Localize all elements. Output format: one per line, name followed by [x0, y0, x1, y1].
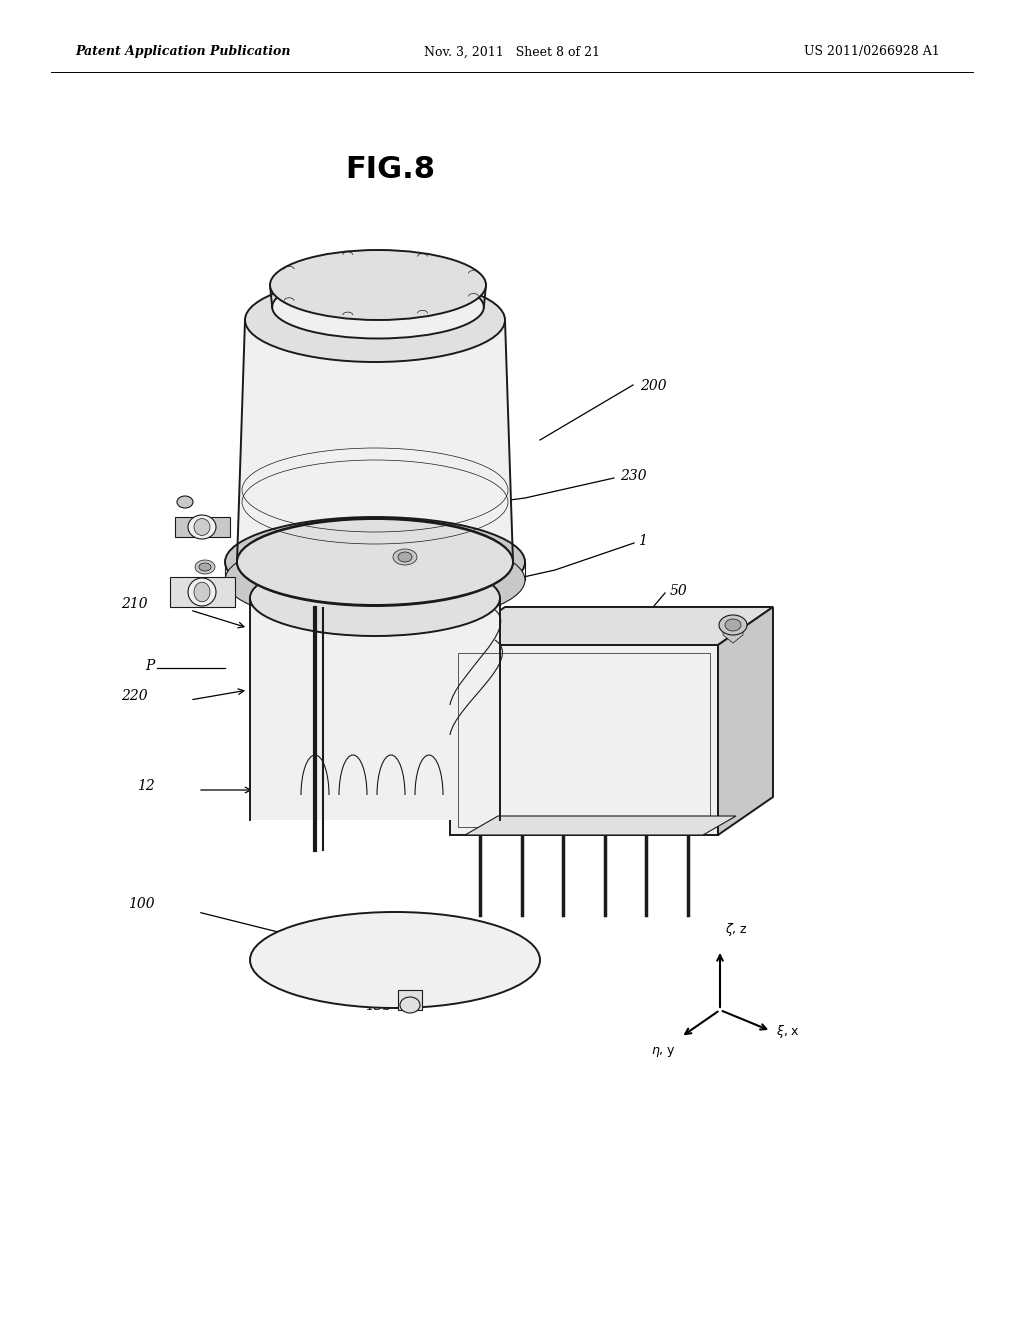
Ellipse shape [225, 535, 525, 624]
Polygon shape [175, 517, 230, 537]
Text: 100: 100 [128, 898, 155, 911]
Ellipse shape [194, 582, 210, 602]
Polygon shape [250, 598, 500, 820]
Ellipse shape [398, 552, 412, 562]
Ellipse shape [188, 578, 216, 606]
Ellipse shape [237, 517, 513, 606]
Ellipse shape [237, 519, 513, 605]
Polygon shape [723, 616, 743, 643]
Ellipse shape [250, 560, 500, 636]
Ellipse shape [188, 515, 216, 539]
Text: $\zeta$, z: $\zeta$, z [725, 921, 748, 939]
Polygon shape [450, 645, 718, 836]
Ellipse shape [270, 249, 486, 319]
Polygon shape [398, 990, 422, 1010]
Text: 13: 13 [660, 789, 678, 803]
Text: 13b: 13b [365, 999, 391, 1012]
Text: P: P [145, 659, 155, 673]
Polygon shape [237, 319, 513, 562]
Ellipse shape [393, 549, 417, 565]
Text: Patent Application Publication: Patent Application Publication [75, 45, 291, 58]
Text: 12: 12 [137, 779, 155, 793]
Text: Nov. 3, 2011   Sheet 8 of 21: Nov. 3, 2011 Sheet 8 of 21 [424, 45, 600, 58]
Ellipse shape [195, 560, 215, 574]
Text: 230: 230 [620, 469, 646, 483]
Ellipse shape [725, 619, 741, 631]
Polygon shape [170, 577, 234, 607]
Text: 1: 1 [638, 535, 647, 548]
Text: 210: 210 [122, 597, 148, 611]
Text: $\eta$, y: $\eta$, y [651, 1045, 676, 1059]
Ellipse shape [272, 276, 484, 338]
Polygon shape [465, 816, 736, 836]
Text: 200: 200 [640, 379, 667, 393]
Ellipse shape [250, 912, 540, 1008]
Text: 220: 220 [122, 689, 148, 704]
Ellipse shape [719, 615, 746, 635]
Text: $\xi$, x: $\xi$, x [776, 1023, 800, 1040]
Ellipse shape [225, 517, 525, 607]
Polygon shape [718, 607, 773, 836]
Ellipse shape [245, 279, 505, 362]
Ellipse shape [400, 997, 420, 1012]
Ellipse shape [199, 564, 211, 572]
Text: 50: 50 [670, 583, 688, 598]
Ellipse shape [177, 496, 193, 508]
Text: US 2011/0266928 A1: US 2011/0266928 A1 [804, 45, 940, 58]
Polygon shape [450, 607, 773, 645]
Text: FIG.8: FIG.8 [345, 156, 435, 185]
Ellipse shape [194, 519, 210, 536]
